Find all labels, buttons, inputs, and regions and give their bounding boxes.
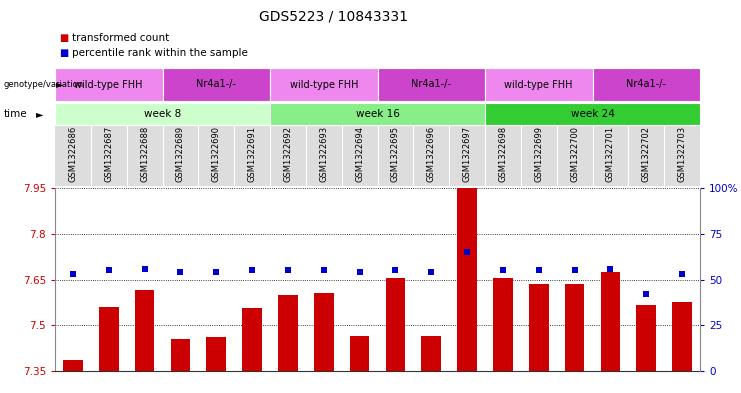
Text: week 16: week 16: [356, 109, 399, 119]
Text: GSM1322689: GSM1322689: [176, 126, 185, 182]
Text: GSM1322694: GSM1322694: [355, 126, 364, 182]
Text: GSM1322693: GSM1322693: [319, 126, 328, 182]
Text: GSM1322700: GSM1322700: [570, 126, 579, 182]
Text: GSM1322702: GSM1322702: [642, 126, 651, 182]
Point: [282, 267, 294, 274]
Bar: [99, 307, 119, 371]
Text: GSM1322695: GSM1322695: [391, 126, 400, 182]
Text: wild-type FHH: wild-type FHH: [505, 79, 573, 90]
Bar: [672, 302, 692, 371]
Bar: [493, 278, 513, 371]
Point: [640, 291, 652, 297]
Bar: [170, 339, 190, 371]
Text: GSM1322687: GSM1322687: [104, 126, 113, 182]
Text: week 24: week 24: [571, 109, 614, 119]
Text: ■: ■: [59, 48, 68, 58]
Text: wild-type FHH: wild-type FHH: [75, 79, 143, 90]
Point: [676, 271, 688, 277]
Text: GSM1322703: GSM1322703: [677, 126, 687, 182]
Bar: [457, 188, 477, 371]
Text: Nr4a1-/-: Nr4a1-/-: [196, 79, 236, 90]
Point: [210, 269, 222, 275]
Point: [103, 267, 115, 274]
Text: GSM1322699: GSM1322699: [534, 126, 543, 182]
Text: GSM1322697: GSM1322697: [462, 126, 471, 182]
Text: genotype/variation: genotype/variation: [4, 80, 84, 89]
Point: [390, 267, 402, 274]
Point: [605, 265, 617, 272]
Text: GSM1322688: GSM1322688: [140, 126, 149, 182]
Bar: [529, 284, 548, 371]
Point: [139, 265, 150, 272]
Bar: [278, 295, 298, 371]
Text: Nr4a1-/-: Nr4a1-/-: [626, 79, 666, 90]
Point: [461, 249, 473, 255]
Text: GSM1322701: GSM1322701: [606, 126, 615, 182]
Text: time: time: [4, 109, 27, 119]
Text: GSM1322686: GSM1322686: [68, 126, 77, 182]
Text: ■: ■: [59, 33, 68, 43]
Bar: [63, 360, 83, 371]
Bar: [385, 278, 405, 371]
Text: GSM1322692: GSM1322692: [283, 126, 293, 182]
Point: [67, 271, 79, 277]
Bar: [135, 290, 154, 371]
Text: GSM1322696: GSM1322696: [427, 126, 436, 182]
Text: Nr4a1-/-: Nr4a1-/-: [411, 79, 451, 90]
Text: GSM1322698: GSM1322698: [499, 126, 508, 182]
Text: GDS5223 / 10843331: GDS5223 / 10843331: [259, 10, 408, 24]
Text: GSM1322691: GSM1322691: [247, 126, 256, 182]
Text: GSM1322690: GSM1322690: [212, 126, 221, 182]
Bar: [422, 336, 441, 371]
Bar: [207, 338, 226, 371]
Point: [353, 269, 365, 275]
Text: week 8: week 8: [144, 109, 181, 119]
Text: wild-type FHH: wild-type FHH: [290, 79, 358, 90]
Bar: [637, 305, 656, 371]
Point: [568, 267, 580, 274]
Text: percentile rank within the sample: percentile rank within the sample: [72, 48, 248, 58]
Text: transformed count: transformed count: [72, 33, 169, 43]
Text: ►: ►: [56, 79, 64, 90]
Point: [425, 269, 437, 275]
Bar: [350, 336, 370, 371]
Text: ►: ►: [36, 109, 43, 119]
Point: [533, 267, 545, 274]
Point: [246, 267, 258, 274]
Point: [174, 269, 186, 275]
Bar: [600, 272, 620, 371]
Bar: [565, 284, 585, 371]
Bar: [314, 293, 333, 371]
Bar: [242, 309, 262, 371]
Point: [497, 267, 509, 274]
Point: [318, 267, 330, 274]
